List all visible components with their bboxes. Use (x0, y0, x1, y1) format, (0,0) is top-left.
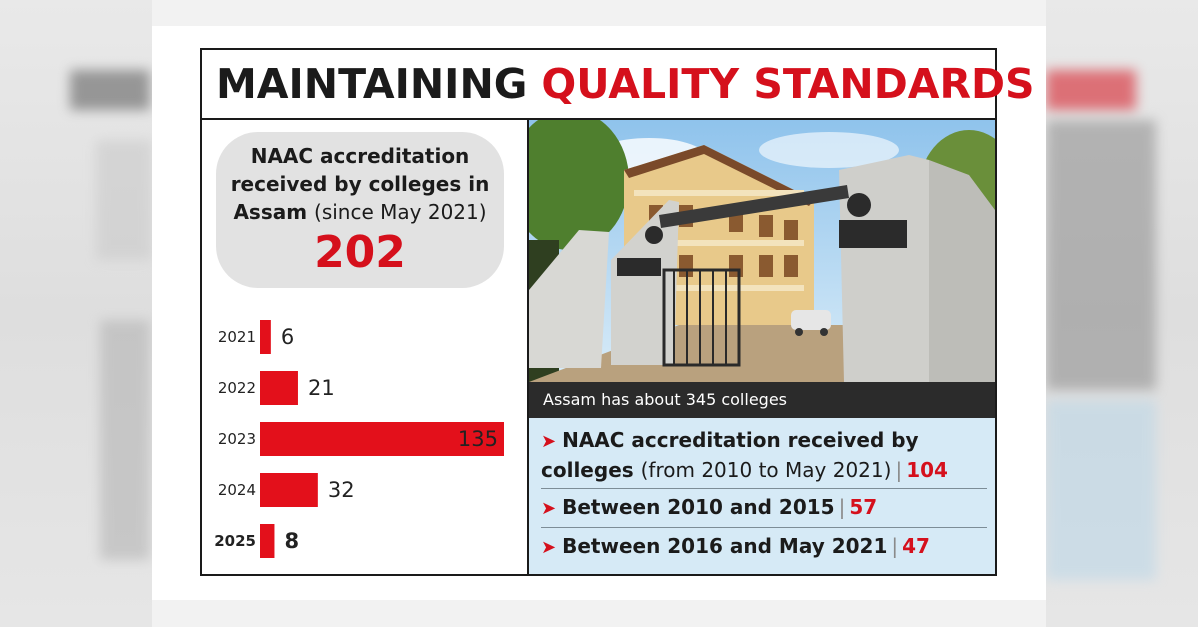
headline-part-1: MAINTAINING (216, 60, 528, 108)
fact-item-2016-2021: ➤ Between 2016 and May 2021 | 47 (541, 528, 987, 566)
bar-value-label: 6 (281, 325, 294, 349)
arrow-icon: ➤ (541, 431, 557, 452)
fact-label: Between 2016 and May 2021 (562, 534, 888, 558)
right-column: Assam has about 345 colleges ➤ NAAC accre… (529, 120, 995, 574)
headline-part-2: QUALITY STANDARDS (541, 60, 1035, 108)
bar-category-label: 2022 (218, 379, 256, 397)
summary-state: Assam (233, 200, 308, 224)
blurred-backdrop-right (1046, 0, 1198, 627)
bar-2025 (260, 524, 275, 558)
arrow-icon: ➤ (541, 498, 557, 519)
blurred-backdrop-left (0, 0, 152, 627)
infographic-frame: MAINTAINING QUALITY STANDARDS NAAC accre… (200, 48, 1035, 576)
fact-total-period: (from 2010 to May 2021) (640, 458, 892, 482)
fact-label: Between 2010 and 2015 (562, 495, 835, 519)
bar-category-label: 2021 (218, 328, 256, 346)
bar-2024 (260, 473, 318, 507)
left-column: NAAC accreditation received by colleges … (202, 120, 529, 574)
fact-total-bold: colleges (541, 458, 634, 482)
bar-value-label: 135 (458, 427, 498, 451)
fact-total-line1: NAAC accreditation received by (562, 428, 919, 452)
bar-category-label: 2023 (218, 430, 256, 448)
fact-separator: | (891, 534, 899, 558)
photo-caption: Assam has about 345 colleges (529, 382, 995, 418)
fact-item-total: ➤ NAAC accreditation received by colleges… (541, 422, 987, 489)
bar-category-label: 2025 (214, 532, 256, 550)
fact-separator: | (838, 495, 846, 519)
bar-value-label: 21 (308, 376, 335, 400)
summary-box: NAAC accreditation received by colleges … (216, 132, 504, 288)
college-photo (529, 120, 995, 382)
bar-2023 (260, 422, 504, 456)
bar-value-label: 32 (328, 478, 355, 502)
summary-line-1: NAAC accreditation (250, 144, 470, 168)
bar-value-label: 8 (284, 529, 299, 553)
fact-separator: | (895, 458, 903, 482)
fact-item-2010-2015: ➤ Between 2010 and 2015 | 57 (541, 489, 987, 528)
summary-period: (since May 2021) (314, 200, 487, 224)
fact-value: 57 (849, 495, 878, 519)
headline: MAINTAINING QUALITY STANDARDS (202, 50, 1035, 120)
bar-2021 (260, 320, 271, 354)
bar-category-label: 2024 (218, 481, 256, 499)
summary-line-2: received by colleges in (230, 172, 490, 196)
fact-total-value: 104 (906, 458, 948, 482)
facts-box: ➤ NAAC accreditation received by colleges… (529, 418, 995, 574)
summary-total: 202 (314, 227, 406, 278)
summary-line-3: Assam (since May 2021) (216, 198, 504, 226)
bar-2022 (260, 371, 298, 405)
fact-value: 47 (902, 534, 930, 558)
accreditations-bar-chart: 2021 6 2022 21 2023 135 2024 32 2025 8 (214, 320, 504, 558)
arrow-icon: ➤ (541, 537, 557, 558)
infographic-card: MAINTAINING QUALITY STANDARDS NAAC accre… (152, 26, 1046, 600)
